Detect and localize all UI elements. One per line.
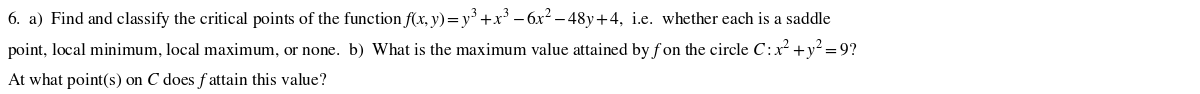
Text: At what point(s) on $C$ does $f$ attain this value?: At what point(s) on $C$ does $f$ attain …: [7, 70, 328, 91]
Text: 6.  a)  Find and classify the critical points of the function $f(x, y) = y^3 + x: 6. a) Find and classify the critical poi…: [7, 7, 832, 31]
Text: point, local minimum, local maximum, or none.  b)  What is the maximum value att: point, local minimum, local maximum, or …: [7, 38, 857, 62]
